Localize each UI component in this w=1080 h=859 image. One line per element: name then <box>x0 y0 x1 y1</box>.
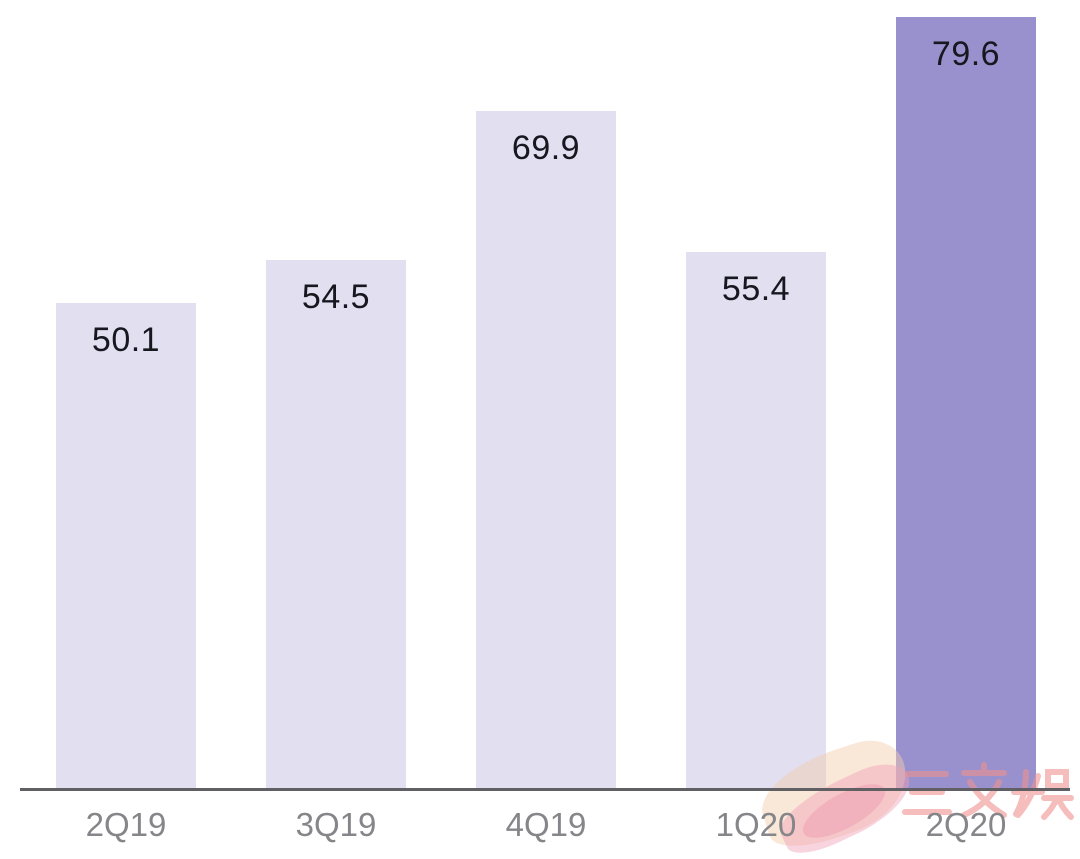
bar-4Q19: 69.9 <box>476 111 616 789</box>
x-tick-label-3Q19: 3Q19 <box>295 806 377 843</box>
bar-value-label: 54.5 <box>301 278 371 316</box>
bar-value-label: 50.1 <box>91 321 161 359</box>
bar-2Q20: 79.6 <box>896 17 1036 789</box>
bar-3Q19: 54.5 <box>266 260 406 789</box>
bar-value-label: 55.4 <box>721 270 791 308</box>
x-tick-label-2Q19: 2Q19 <box>85 806 167 843</box>
x-tick-label-1Q20: 1Q20 <box>715 806 797 843</box>
x-tick-label-4Q19: 4Q19 <box>505 806 587 843</box>
x-axis-line <box>20 788 1070 791</box>
bar-value-label: 79.6 <box>931 35 1001 73</box>
x-tick-label-2Q20: 2Q20 <box>925 806 1007 843</box>
bar-value-label: 69.9 <box>511 129 581 167</box>
bar-2Q19: 50.1 <box>56 303 196 789</box>
bar-1Q20: 55.4 <box>686 252 826 789</box>
